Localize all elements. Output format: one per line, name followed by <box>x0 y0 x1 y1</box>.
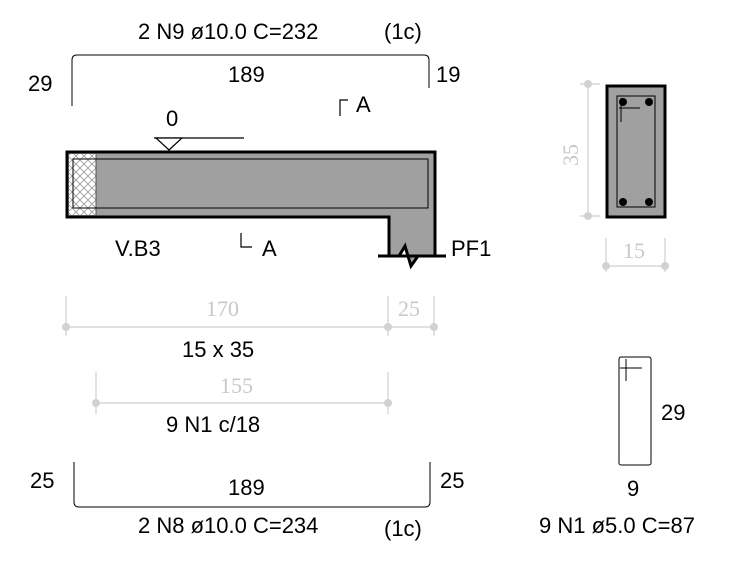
section-cut-top: A <box>339 92 371 117</box>
support-name: PF1 <box>451 236 491 261</box>
bottom-rebar-left-hook: 25 <box>30 468 54 493</box>
top-rebar-length: 189 <box>228 62 265 87</box>
stirrup-width: 9 <box>627 476 639 501</box>
bottom-rebar: 25 189 25 2 N8 ø10.0 C=234 (1c) <box>30 462 464 541</box>
top-rebar-line <box>72 158 429 209</box>
bottom-rebar-layer: (1c) <box>384 516 422 541</box>
rebar-dot <box>619 198 627 206</box>
rebar-dot <box>645 198 653 206</box>
bottom-rebar-label: 2 N8 ø10.0 C=234 <box>138 513 318 538</box>
top-rebar-label: 2 N9 ø10.0 C=232 <box>138 19 318 44</box>
top-rebar-right-hook: 19 <box>436 62 460 87</box>
beam-name: V.B3 <box>115 236 161 261</box>
stirrup-distribution: 155 9 N1 c/18 <box>92 372 392 437</box>
top-rebar-shape <box>71 54 430 106</box>
bottom-rebar-length: 189 <box>228 475 265 500</box>
support-width-dimension: 25 <box>398 296 420 321</box>
stirrup-detail-label: 9 N1 ø5.0 C=87 <box>539 513 695 538</box>
top-rebar: 2 N9 ø10.0 C=232 (1c) 29 189 19 <box>28 19 460 106</box>
section-size-label: 15 x 35 <box>182 337 254 362</box>
level-mark-label: 0 <box>166 106 178 131</box>
beam-elevation: V.B3 PF1 <box>65 150 491 270</box>
section-height-dimension: 35 <box>558 144 583 166</box>
cross-section: 35 15 <box>558 80 669 272</box>
bottom-rebar-right-hook: 25 <box>440 468 464 493</box>
section-cut-top-label: A <box>356 92 371 117</box>
bottom-rebar-shape <box>73 462 431 508</box>
stirrup-height: 29 <box>661 400 685 425</box>
top-rebar-layer: (1c) <box>384 19 422 44</box>
break-symbol <box>398 243 419 269</box>
stirrup-detail: 29 9 9 N1 ø5.0 C=87 <box>539 356 695 538</box>
stirrup-spacing-label: 9 N1 c/18 <box>166 412 260 437</box>
section-width-dimension: 15 <box>623 238 645 263</box>
level-mark: 0 <box>154 106 244 151</box>
rebar-dot <box>645 98 653 106</box>
section-cut-bottom-label: A <box>262 236 277 261</box>
cross-section-concrete <box>605 84 667 219</box>
rebar-dot <box>619 98 627 106</box>
beam-dimensions: 170 25 15 x 35 <box>62 296 438 362</box>
stirrup-zone-dimension: 155 <box>220 373 253 398</box>
top-rebar-left-hook: 29 <box>28 71 52 96</box>
cross-section-stirrup <box>616 95 656 208</box>
span-dimension: 170 <box>206 296 239 321</box>
stirrup-shape <box>618 356 652 466</box>
section-cut-bottom: A <box>240 233 277 261</box>
